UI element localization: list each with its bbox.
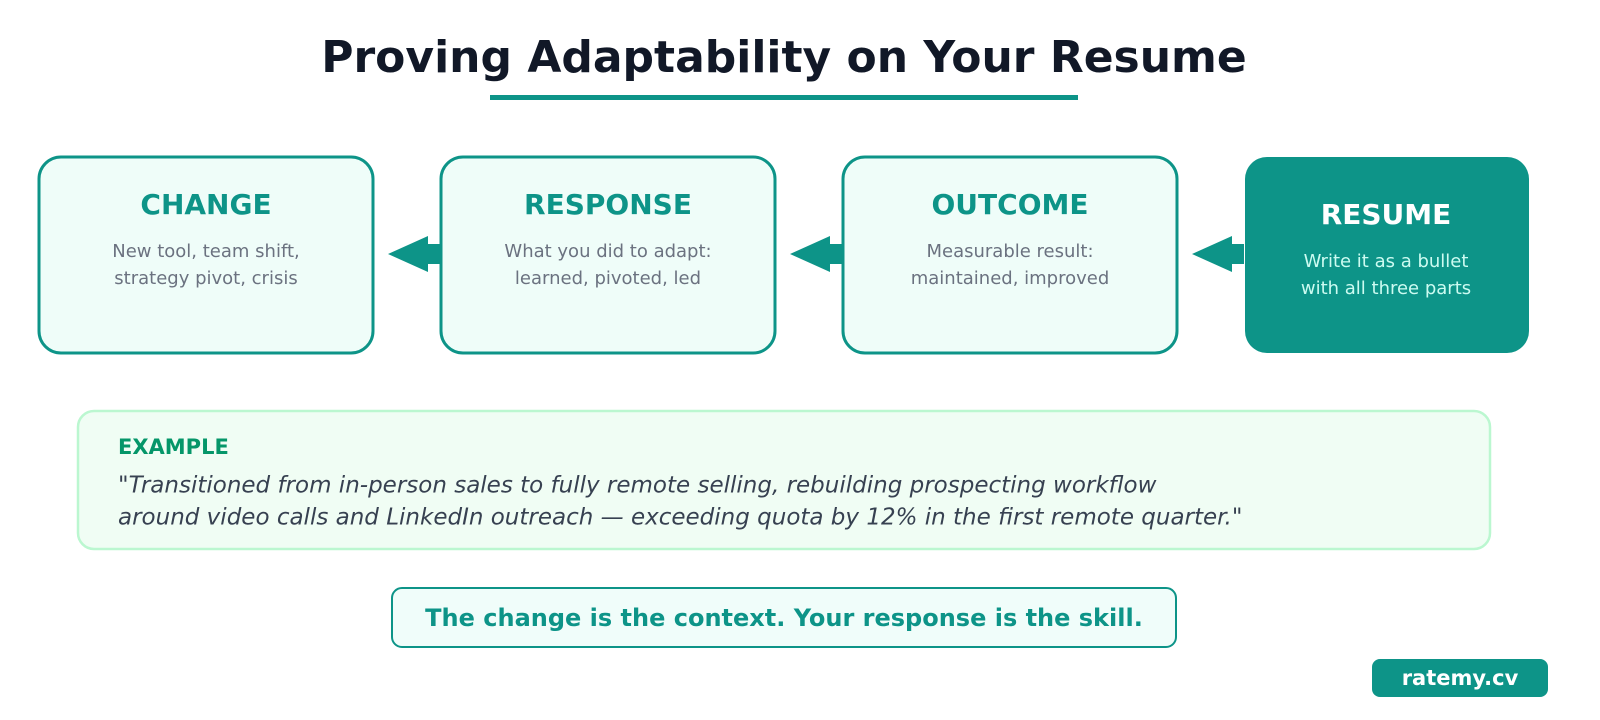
step-box <box>439 155 777 355</box>
example-label: EXAMPLE <box>118 435 229 459</box>
step-title: RESPONSE <box>524 188 692 221</box>
title: Proving Adaptability on Your Resume <box>321 32 1247 83</box>
step-box <box>37 155 375 355</box>
example-quote: around video calls and LinkedIn outreach… <box>118 505 1242 531</box>
tagline: The change is the context. Your response… <box>425 604 1143 632</box>
step-text: strategy pivot, crisis <box>114 268 297 289</box>
step-text: Write it as a bullet <box>1304 251 1469 272</box>
step-text: New tool, team shift, <box>112 241 300 262</box>
step-box <box>841 155 1179 355</box>
arrow <box>388 236 440 272</box>
step-title: CHANGE <box>140 188 271 221</box>
arrow <box>1192 236 1244 272</box>
title-underline <box>490 95 1078 100</box>
step-text: with all three parts <box>1301 278 1471 299</box>
step-title: OUTCOME <box>932 188 1089 221</box>
tagline-box <box>391 587 1177 648</box>
brand: ratemy.cv <box>1402 666 1519 690</box>
example-box <box>76 409 1492 551</box>
step-text: learned, pivoted, led <box>515 268 701 289</box>
step-text: Measurable result: <box>926 241 1093 262</box>
example-quote: "Transitioned from in-person sales to fu… <box>118 473 1157 499</box>
step-box-final <box>1245 157 1529 353</box>
step-title: RESUME <box>1321 198 1452 231</box>
brand-badge <box>1372 659 1548 697</box>
arrow <box>790 236 842 272</box>
step-text: What you did to adapt: <box>504 241 711 262</box>
step-text: maintained, improved <box>911 268 1110 289</box>
